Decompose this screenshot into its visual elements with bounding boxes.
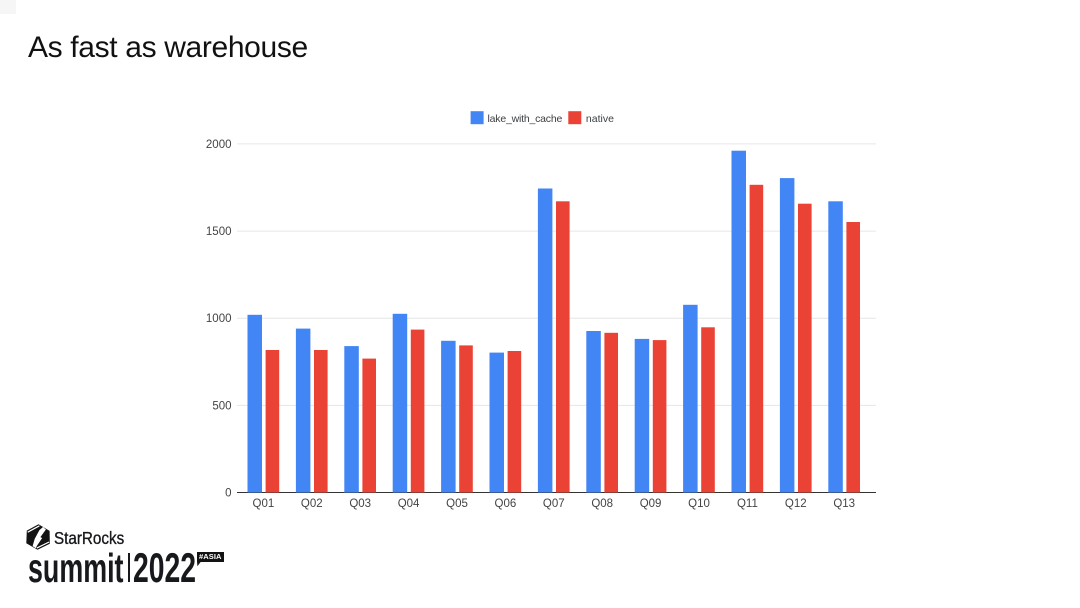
- svg-text:Q10: Q10: [688, 498, 710, 510]
- svg-text:Q01: Q01: [253, 498, 275, 510]
- svg-text:Q13: Q13: [833, 498, 855, 510]
- svg-text:Q08: Q08: [591, 498, 613, 510]
- svg-text:500: 500: [212, 400, 231, 412]
- svg-text:Q04: Q04: [398, 498, 420, 510]
- svg-text:Q05: Q05: [446, 498, 468, 510]
- svg-text:0: 0: [225, 488, 231, 500]
- svg-text:Q03: Q03: [349, 498, 371, 510]
- svg-text:Q02: Q02: [301, 498, 323, 510]
- svg-text:2000: 2000: [206, 139, 232, 151]
- svg-text:Q09: Q09: [640, 498, 662, 510]
- svg-text:1000: 1000: [206, 313, 232, 325]
- svg-text:lake_with_cache: lake_with_cache: [488, 113, 563, 125]
- svg-text:Q11: Q11: [737, 498, 758, 510]
- svg-text:Q06: Q06: [495, 498, 517, 510]
- svg-text:native: native: [586, 113, 614, 125]
- svg-text:Q07: Q07: [543, 498, 565, 510]
- svg-text:Q12: Q12: [785, 498, 807, 510]
- svg-text:1500: 1500: [206, 226, 232, 238]
